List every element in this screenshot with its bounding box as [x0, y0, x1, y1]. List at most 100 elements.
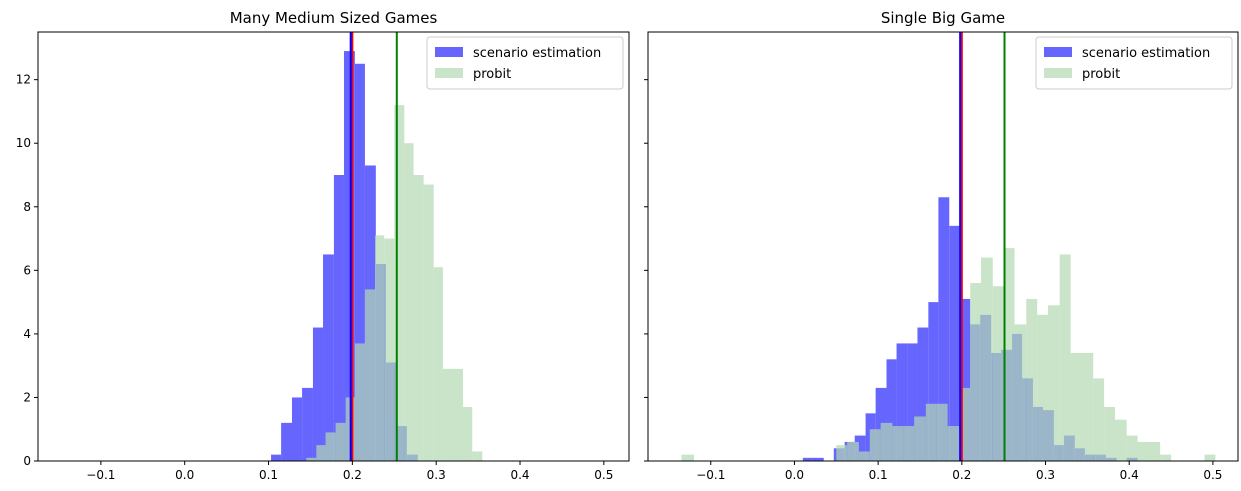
histogram-bar	[1126, 435, 1138, 461]
histogram-bar	[892, 426, 904, 461]
y-tick-label: 2	[23, 390, 31, 404]
histogram-bar	[271, 454, 282, 461]
histogram-bar	[292, 397, 303, 461]
histogram-bar	[836, 445, 848, 461]
y-tick-label: 8	[23, 200, 31, 214]
legend-label: probit	[1082, 67, 1120, 82]
y-tick-label: 6	[23, 263, 31, 277]
histogram-bar	[302, 387, 313, 461]
histogram-bar	[323, 254, 334, 461]
histogram-bar	[917, 327, 929, 461]
histogram-bar	[907, 343, 918, 461]
x-tick-label: 0.3	[427, 468, 446, 482]
histogram-bar	[354, 343, 365, 461]
axes-frame	[37, 31, 630, 462]
chart-title: Single Big Game	[881, 9, 1005, 27]
histogram-bar	[949, 225, 960, 461]
histogram-bar	[928, 302, 939, 461]
histogram-bar	[364, 289, 375, 461]
histogram-bar	[306, 457, 317, 461]
x-tick-label: 0.4	[510, 468, 529, 482]
legend-label: scenario estimation	[473, 46, 601, 61]
histogram-bar	[312, 327, 324, 461]
x-tick-label: −0.1	[86, 468, 115, 482]
legend: scenario estimation probit	[1035, 36, 1233, 90]
histogram-bar	[847, 441, 859, 461]
x-tick-label: 0.5	[1203, 468, 1222, 482]
histogram-bar	[1014, 324, 1027, 461]
x-tick-label: 0.0	[785, 468, 804, 482]
y-tick-label: 12	[16, 73, 31, 87]
histogram-bar	[869, 429, 881, 461]
histogram-bar	[1059, 254, 1071, 461]
histogram-bar	[1160, 454, 1172, 461]
x-tick-label: 0.2	[952, 468, 971, 482]
x-tick-label: 0.0	[175, 468, 194, 482]
histogram-bar	[1114, 419, 1127, 461]
legend-swatch	[1044, 47, 1072, 57]
axes-frame	[647, 31, 1239, 462]
y-tick-label: 0	[23, 454, 31, 468]
histogram-bar	[886, 359, 897, 461]
histogram-bar	[1003, 248, 1015, 461]
histogram-bar	[354, 63, 365, 462]
histogram-bar	[1104, 406, 1115, 461]
histogram-bar	[281, 422, 293, 461]
series-1	[306, 105, 483, 462]
histogram-bar	[472, 451, 483, 461]
legend-box	[1035, 36, 1233, 90]
histogram-bar	[1204, 454, 1216, 461]
histogram-bar	[325, 432, 336, 461]
histogram-bar	[858, 451, 870, 461]
histogram-bar	[333, 175, 344, 461]
histogram-bar	[463, 406, 473, 461]
histogram-bar	[452, 368, 464, 461]
histogram-bar	[394, 105, 405, 461]
histogram-bar	[404, 143, 414, 461]
legend-swatch	[435, 68, 463, 78]
histogram-bar	[812, 457, 824, 461]
histogram-bar	[423, 184, 434, 462]
legend-label: scenario estimation	[1082, 46, 1210, 61]
histogram-bar	[938, 197, 950, 461]
chart-panel-1: −0.1 0.0 0.1 0.2 0.3 0.4 0.5 Single Big Game sce…	[644, 9, 1239, 482]
legend-label: probit	[473, 67, 511, 82]
histogram-bar	[903, 426, 915, 461]
histogram-bar	[970, 283, 982, 461]
x-tick-label: 0.2	[343, 468, 362, 482]
x-tick-label: 0.1	[869, 468, 888, 482]
histogram-bar	[1048, 305, 1060, 461]
histogram-bar	[384, 238, 395, 461]
legend-box	[426, 36, 624, 90]
histogram-bar	[802, 457, 813, 461]
chart-panel-0: −0.1 0.0 0.1 0.2 0.3 0.4 0.5 0 2 4 6 8 10 12 Many Medi…	[16, 9, 630, 482]
histogram-bar	[914, 416, 926, 461]
x-tick-label: 0.1	[259, 468, 278, 482]
histogram-bar	[335, 422, 346, 461]
legend: scenario estimation probit	[426, 36, 624, 90]
histogram-bar	[959, 298, 971, 461]
histogram-bar	[1081, 352, 1094, 461]
histogram-bar	[959, 387, 971, 461]
histogram-bar	[1093, 378, 1105, 461]
histogram-bar	[981, 257, 993, 461]
histogram-bar	[316, 445, 326, 461]
histogram-bar	[992, 286, 1004, 461]
histogram-bar	[1026, 298, 1038, 461]
series-1	[681, 248, 1216, 461]
histogram-bar	[1137, 441, 1149, 461]
chart-title: Many Medium Sized Games	[230, 9, 438, 27]
histogram-bar	[947, 426, 960, 461]
x-tick-label: 0.5	[594, 468, 613, 482]
histogram-bar	[1070, 352, 1082, 461]
histogram-bar	[936, 403, 948, 461]
legend-swatch	[1044, 68, 1072, 78]
histogram-bar	[1037, 314, 1049, 461]
histogram-bar	[442, 368, 453, 461]
y-tick-label: 10	[16, 136, 31, 150]
histogram-bar	[413, 175, 424, 461]
histogram-bar	[433, 267, 443, 461]
x-tick-label: 0.3	[1036, 468, 1055, 482]
x-tick-label: 0.4	[1120, 468, 1139, 482]
